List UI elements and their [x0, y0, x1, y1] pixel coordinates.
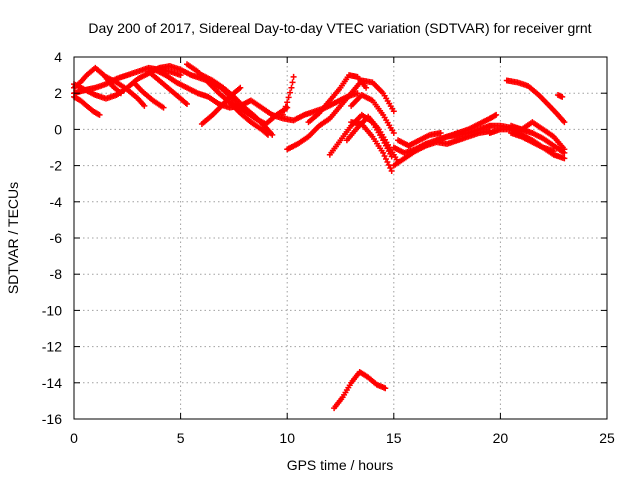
data-point [561, 146, 568, 153]
data-marker [381, 152, 388, 159]
data-point [354, 90, 361, 97]
x-axis-ticks: 0 5 10 15 20 25 [70, 57, 615, 446]
data-point [288, 84, 295, 91]
x-tick-label: 20 [493, 430, 509, 446]
data-point [279, 111, 286, 118]
data-point [177, 72, 184, 79]
data-point [390, 108, 397, 115]
series-arc-22 [433, 111, 500, 144]
x-tick-label: 15 [386, 430, 402, 446]
y-tick-label: -2 [50, 158, 63, 174]
series-arc-28 [331, 368, 389, 412]
x-tick-label: 25 [599, 430, 615, 446]
x-axis-label: GPS time / hours [287, 457, 394, 473]
y-tick-label: 2 [54, 85, 62, 101]
data-point [237, 84, 244, 91]
series-arc-12 [279, 73, 297, 118]
data-point [493, 111, 500, 118]
data-point [141, 102, 148, 109]
data-point [388, 168, 395, 175]
data-point [561, 155, 568, 162]
data-point [380, 149, 387, 156]
data-point [290, 73, 297, 80]
y-tick-label: -16 [42, 411, 62, 427]
data-point [363, 84, 370, 91]
data-point [390, 130, 397, 137]
series-arc-21 [395, 130, 444, 149]
y-tick-label: 4 [54, 49, 62, 65]
y-tick-label: -8 [50, 266, 63, 282]
data-point [96, 111, 103, 118]
data-marker [384, 158, 391, 165]
y-tick-label: -6 [50, 230, 63, 246]
series-arc-17 [343, 113, 402, 165]
y-tick-label: -12 [42, 339, 62, 355]
data-point [269, 131, 276, 138]
series-arc-3 [71, 93, 103, 118]
data-marker [382, 155, 389, 162]
data-marker [387, 165, 394, 172]
y-tick-label: -10 [42, 302, 62, 318]
series-arc-5 [102, 73, 148, 109]
grid [74, 57, 607, 419]
data-point [550, 148, 557, 155]
series-arc-27 [554, 92, 566, 100]
series-arc-24 [508, 130, 557, 155]
series-arc-16 [348, 92, 397, 137]
series-arc-10 [198, 72, 276, 138]
chart-title: Day 200 of 2017, Sidereal Day-to-day VTE… [88, 20, 591, 36]
x-tick-label: 10 [279, 430, 295, 446]
data-marker [285, 94, 292, 101]
series-arc-25 [508, 119, 568, 153]
series-arc-18 [348, 119, 395, 175]
y-tick-label: 0 [54, 121, 62, 137]
series-arc-14 [305, 72, 370, 126]
series-arc-11 [198, 84, 244, 127]
data-point [437, 130, 444, 137]
x-tick-label: 5 [177, 430, 185, 446]
data-marker [287, 89, 294, 96]
x-tick-label: 0 [70, 430, 78, 446]
y-axis-ticks: -16 -14 -12 -10 -8 -6 -4 -2 0 2 4 [42, 49, 607, 427]
series-arc-26 [503, 77, 568, 126]
series-arc-7 [145, 68, 190, 108]
data-marker [282, 103, 289, 110]
y-axis-label: SDTVAR / TECUs [5, 182, 21, 294]
data-point [284, 99, 291, 106]
data-marker [281, 107, 288, 114]
data-point [183, 101, 190, 108]
series-arc-6 [130, 79, 167, 111]
data-marker [289, 79, 296, 86]
data-point [382, 385, 389, 392]
data-layer [71, 61, 568, 412]
data-point [559, 93, 566, 100]
data-point [561, 119, 568, 126]
data-point [160, 104, 167, 111]
y-tick-label: -4 [50, 194, 63, 210]
y-tick-label: -14 [42, 375, 62, 391]
